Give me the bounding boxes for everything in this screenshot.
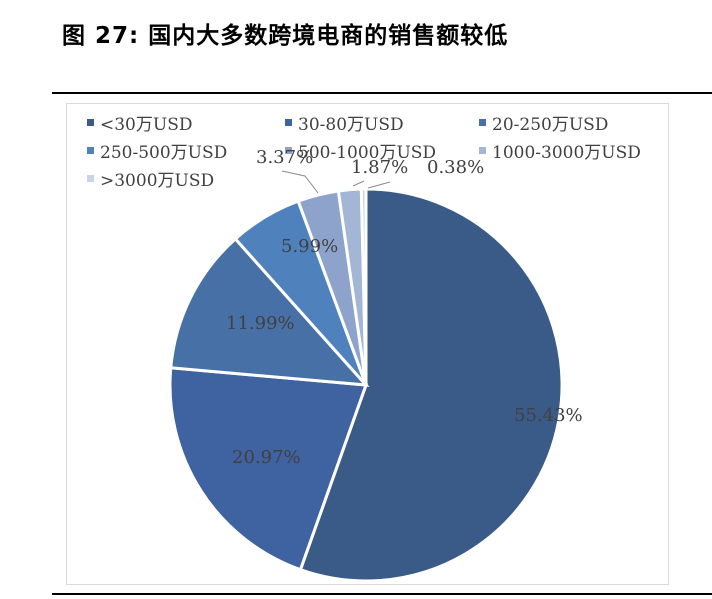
data-label: 20.97% [232, 447, 301, 468]
data-label: 3.37% [256, 147, 313, 168]
leader-line [352, 180, 365, 187]
pie-slice [298, 187, 564, 583]
legend-swatch [285, 147, 292, 154]
legend-item: 250-500万USD [87, 138, 227, 163]
legend-label: 1000-3000万USD [492, 143, 641, 163]
data-label: 55.43% [514, 405, 583, 426]
pie-slice [168, 366, 369, 572]
data-label: 0.38% [427, 157, 484, 178]
pie-slice [169, 236, 370, 387]
chart-frame: <30万USD 30-80万USD 20-250万USD 250-500万USD 500… [66, 103, 669, 585]
leader-line [367, 181, 391, 189]
figure-title: 图 27: 国内大多数跨境电商的销售额较低 [62, 23, 509, 49]
bottom-rule [52, 593, 712, 595]
legend-label: 30-80万USD [298, 115, 404, 135]
legend-item: <30万USD [87, 110, 192, 135]
legend-item: 1000-3000万USD [479, 138, 641, 163]
legend-swatch [87, 119, 94, 126]
legend-swatch [87, 147, 94, 154]
legend-label: >3000万USD [100, 171, 215, 191]
data-label: 1.87% [351, 157, 408, 178]
legend-label: 500-1000万USD [298, 143, 437, 163]
legend-label: <30万USD [100, 115, 193, 135]
legend-swatch [479, 119, 486, 126]
legend-item: 30-80万USD [285, 110, 404, 135]
top-rule [52, 92, 712, 94]
legend-item: 500-1000万USD [285, 138, 436, 163]
legend-item: 20-250万USD [479, 110, 608, 135]
data-label: 5.99% [281, 236, 338, 257]
data-label: 11.99% [226, 313, 295, 334]
legend-label: 20-250万USD [492, 115, 609, 135]
legend-swatch [285, 119, 292, 126]
legend-swatch [479, 147, 486, 154]
legend-item: >3000万USD [87, 166, 214, 191]
leader-line [281, 170, 319, 194]
pie-slice [359, 187, 368, 386]
legend-label: 250-500万USD [100, 143, 228, 163]
legend-swatch [87, 175, 94, 182]
